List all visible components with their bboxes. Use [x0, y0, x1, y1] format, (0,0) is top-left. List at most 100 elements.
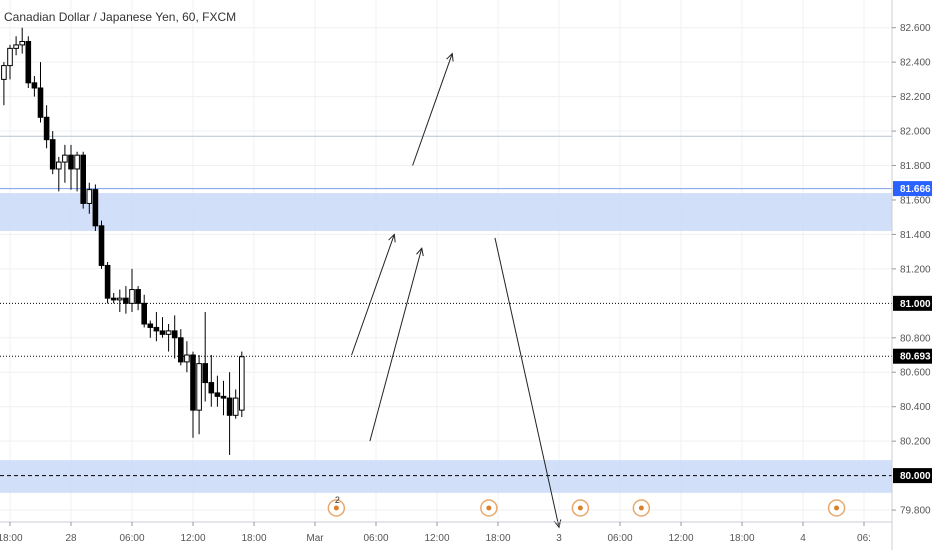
candle [86, 182, 93, 214]
grid [0, 0, 892, 522]
price-tick-label: 81.800 [900, 161, 931, 172]
candle [220, 380, 227, 416]
price-tag-bg [893, 468, 932, 484]
candle-body [74, 154, 80, 170]
price-tick-label: 80.600 [900, 368, 931, 379]
candle [196, 355, 202, 435]
candle-body [184, 354, 190, 363]
candle-body [1, 65, 7, 80]
candle-body [7, 47, 13, 67]
candle [135, 286, 141, 311]
candle-body [147, 323, 154, 328]
time-tick-label: 18:00 [485, 533, 510, 544]
candle-body [190, 354, 196, 411]
price-tag-bg [893, 295, 932, 311]
candle [25, 36, 32, 88]
candle [165, 324, 172, 352]
time-tick-label: 06:00 [607, 533, 632, 544]
price-tag-bg [893, 348, 932, 364]
price-axis[interactable]: 82.600 82.400 82.200 82.000 81.800 81.600 81.4… [891, 0, 932, 550]
candle-body [37, 87, 44, 118]
candle-body [129, 289, 135, 304]
candle-body [110, 297, 117, 301]
time-tick-label: 18:00 [241, 533, 266, 544]
drawn-arrows [351, 52, 562, 529]
event-icon [632, 499, 651, 517]
price-tag-label: 80.693 [900, 352, 931, 363]
time-tick-label: 06:00 [363, 533, 388, 544]
event-icon: 2 [327, 495, 346, 517]
price-tick-label: 82.400 [900, 58, 931, 69]
time-tick-label: 4 [800, 533, 806, 544]
candle-body [208, 382, 215, 394]
candle-body [19, 40, 25, 46]
candle-body [135, 289, 141, 304]
price-tag-label: 81.000 [900, 299, 931, 310]
candle [49, 131, 56, 175]
candle-body [117, 297, 123, 301]
candle-body [202, 363, 208, 384]
event-icon [571, 499, 590, 517]
candle [141, 294, 147, 328]
price-tag-label: 81.666 [900, 184, 931, 195]
horizontal-levels [0, 135, 892, 477]
price-tick-label: 82.600 [900, 23, 931, 34]
candle [19, 27, 25, 54]
price-tick-label: 80.800 [900, 333, 931, 344]
candle-body [31, 82, 38, 89]
candle-body [153, 326, 160, 332]
event-count: 2 [335, 495, 340, 505]
candle-body [98, 225, 105, 266]
arrow-shaft [412, 53, 453, 166]
candle [123, 286, 129, 314]
event-dot [834, 505, 840, 511]
event-dot [577, 505, 583, 511]
candle-body [178, 337, 184, 363]
price-tag: 81.000 [893, 295, 932, 311]
candle [110, 292, 117, 304]
candle [68, 144, 74, 190]
price-tick-label: 81.200 [900, 264, 931, 275]
candle [56, 156, 62, 192]
candle [43, 105, 50, 149]
candle [171, 315, 178, 359]
candle [208, 355, 215, 407]
price-tag-bg [893, 181, 932, 197]
candle-body [68, 154, 74, 170]
arrow-shaft [351, 234, 395, 356]
price-tag: 80.000 [893, 468, 932, 484]
price-tick-label: 82.000 [900, 127, 931, 138]
price-tag: 80.693 [893, 348, 932, 364]
price-tag-label: 80.000 [900, 471, 931, 482]
candle-body [214, 392, 221, 397]
candle [117, 289, 123, 312]
time-tick-label: 12:00 [180, 533, 205, 544]
price-tick-label: 80.200 [900, 437, 931, 448]
event-dot [638, 505, 644, 511]
candle-body [43, 116, 50, 141]
price-tick-label: 80.400 [900, 402, 931, 413]
candle-body [49, 139, 56, 170]
time-axis[interactable]: 18:00 28 06:00 12:00 18:00 Mar 06:00 12:00 18:00… [0, 521, 892, 544]
candle [190, 351, 196, 438]
candle [147, 320, 154, 338]
chart-title: Canadian Dollar / Japanese Yen, 60, FXCM [4, 10, 237, 24]
price-tick-label: 81.400 [900, 230, 931, 241]
candle [153, 311, 160, 342]
candle-body [123, 297, 129, 304]
support-resistance-zone [0, 193, 892, 231]
support-resistance-zone [0, 460, 892, 493]
arrow-head [446, 52, 454, 62]
candle [129, 268, 135, 312]
candle-body [165, 330, 172, 335]
candle-body [80, 154, 87, 204]
candle [74, 151, 80, 192]
event-icon [480, 499, 498, 517]
candle [62, 144, 68, 183]
candle-body [56, 161, 62, 170]
candle [80, 151, 87, 209]
candle-body [13, 44, 19, 49]
arrow-shaft [494, 237, 560, 528]
event-markers: 2 [327, 495, 846, 517]
